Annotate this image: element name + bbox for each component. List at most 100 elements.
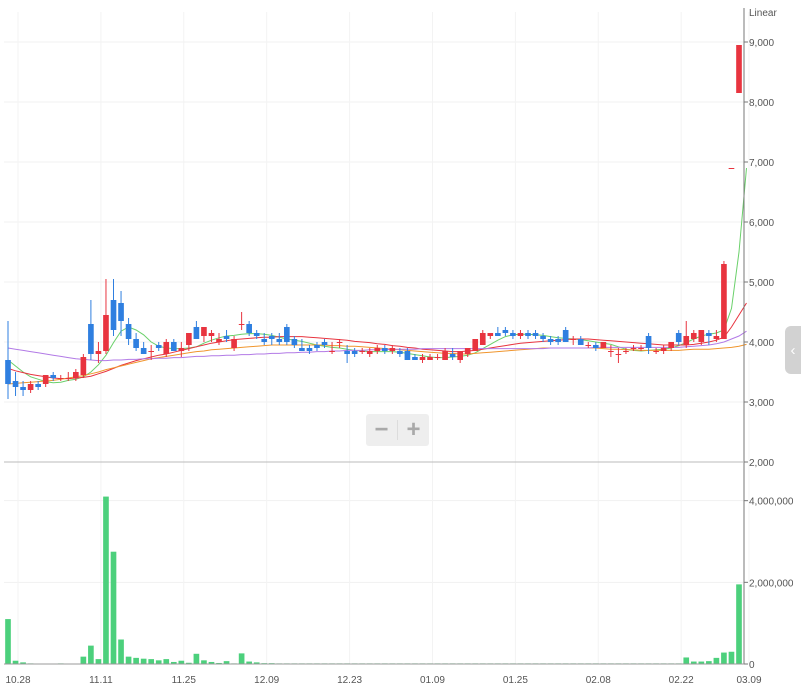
candle-body [118, 303, 124, 321]
zoom-out-button[interactable]: − [366, 414, 397, 446]
candle-body [12, 381, 19, 387]
candle [645, 333, 652, 354]
volume-tick-label: 2,000,000 [749, 578, 794, 589]
price-tick-label: 5,000 [749, 278, 774, 289]
candle-body [50, 375, 57, 378]
zoom-in-button[interactable]: + [398, 414, 429, 446]
candle [615, 348, 622, 363]
candle-body [223, 336, 230, 339]
candle [118, 291, 124, 336]
candle-body [615, 354, 622, 355]
volume-bar [683, 657, 690, 664]
candle-body [442, 351, 448, 360]
candle-body [306, 348, 313, 351]
zoom-controls: − + [366, 414, 429, 446]
candle-body [510, 333, 516, 336]
volume-bar [238, 653, 245, 664]
candle [359, 348, 366, 354]
candle [170, 339, 177, 351]
candle-body [27, 384, 34, 390]
volume-bar [736, 584, 742, 664]
candle [532, 330, 539, 339]
volume-bar [110, 551, 117, 664]
candle [675, 330, 682, 345]
volume-bar [216, 662, 222, 664]
candle [638, 345, 644, 351]
candle-body [20, 387, 26, 390]
volume-bar [246, 661, 252, 664]
side-panel-toggle[interactable]: ‹ [785, 326, 801, 374]
volume-bar [118, 639, 124, 664]
candle-body [683, 336, 690, 345]
candle [404, 348, 411, 360]
candle-body [208, 333, 215, 336]
candle [397, 348, 403, 357]
candle [246, 321, 252, 336]
scale-mode-label[interactable]: Linear [749, 8, 777, 19]
candle-body [698, 330, 705, 342]
candle-body [374, 348, 381, 351]
candle-body [201, 327, 207, 336]
price-tick-label: 8,000 [749, 98, 774, 109]
zoom-divider [397, 420, 398, 440]
candle-body [427, 357, 433, 360]
candle-body [95, 351, 102, 354]
candle-body [351, 351, 358, 354]
candle [231, 336, 237, 351]
candle-body [193, 327, 200, 339]
candle [660, 345, 667, 354]
candle [103, 279, 109, 354]
candle [623, 348, 629, 354]
candle [592, 342, 599, 351]
candle [434, 354, 441, 360]
volume-bar [148, 659, 155, 664]
candle [457, 351, 463, 363]
minus-icon: − [374, 416, 389, 443]
candle-body [314, 345, 320, 348]
x-tick-label: 11.25 [172, 675, 197, 686]
candle-body [434, 357, 441, 358]
candle-body [690, 333, 697, 339]
volume-bar [208, 661, 215, 664]
volume-bar [186, 662, 192, 664]
x-tick-label: 02.22 [669, 675, 694, 686]
candle [472, 339, 479, 351]
volume-bar [133, 657, 139, 664]
candle-body [608, 351, 614, 352]
price-tick-label: 7,000 [749, 158, 774, 169]
candle-body [261, 339, 268, 342]
candle-body [5, 360, 11, 384]
candle-body [623, 351, 629, 352]
candle [5, 321, 11, 399]
candle-body [276, 339, 283, 342]
candle [728, 168, 735, 169]
candle [479, 330, 486, 345]
volume-bar [80, 656, 87, 664]
candle-body [216, 339, 222, 342]
candle-body [336, 342, 343, 343]
candle [276, 333, 283, 345]
candle-body [517, 333, 524, 336]
candle-body [88, 324, 94, 354]
candle-body [321, 342, 328, 345]
axes: 2,000 3,000 4,000 5,000 6,000 7,000 8,000 9,000… [4, 8, 794, 686]
volume-bar [713, 657, 720, 664]
x-tick-label: 01.09 [420, 675, 445, 686]
volume-bar [95, 659, 102, 664]
candle [65, 372, 72, 381]
candle [35, 381, 41, 390]
candle-body [630, 348, 637, 349]
candle-body [600, 342, 607, 348]
candle [178, 342, 185, 357]
candle-body [148, 351, 155, 352]
candle [344, 345, 350, 363]
candle [148, 345, 155, 360]
candle [540, 333, 546, 342]
candle-body [57, 378, 64, 379]
candle-body [178, 348, 185, 351]
candle [216, 333, 222, 345]
candle-body [577, 339, 584, 345]
candle [57, 375, 64, 381]
candle [427, 354, 433, 360]
volume-bar [140, 658, 147, 664]
